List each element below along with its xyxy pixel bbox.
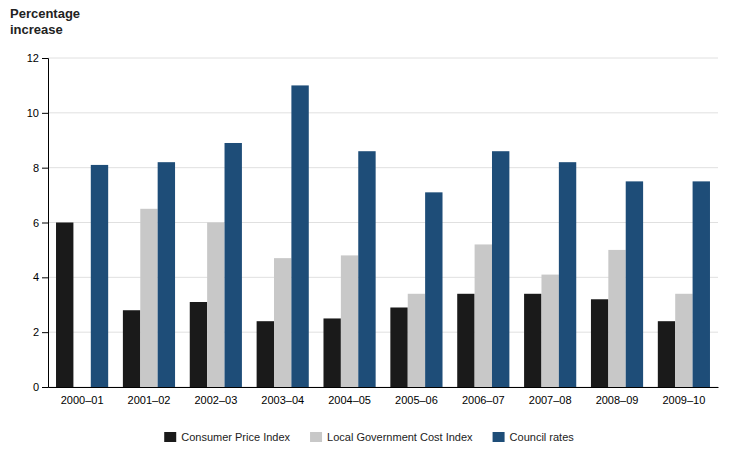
x-tick-label: 2003–04 (261, 394, 304, 406)
bars (56, 85, 710, 387)
legend-label: Consumer Price Index (181, 431, 290, 443)
y-tick-mark (42, 168, 48, 169)
grid-line (48, 58, 718, 59)
legend-item: Consumer Price Index (164, 431, 290, 443)
x-tick: 2007–08 (529, 394, 572, 406)
bar (323, 318, 340, 387)
bar (541, 275, 558, 387)
y-tick-mark (42, 277, 48, 278)
grid-line (48, 167, 718, 168)
x-tick: 2005–06 (395, 394, 438, 406)
bar (475, 244, 492, 387)
x-tick: 2001–02 (128, 394, 171, 406)
bar (492, 151, 509, 387)
bar (608, 250, 625, 387)
bar (658, 321, 675, 387)
y-tick: 8 (33, 162, 48, 174)
bar-series (140, 209, 692, 387)
y-tick-label: 12 (27, 52, 39, 64)
x-tick: 2002–03 (194, 394, 237, 406)
bar (358, 151, 375, 387)
y-tick-label: 4 (33, 271, 39, 283)
x-tick-label: 2007–08 (529, 394, 572, 406)
x-tick-label: 2001–02 (128, 394, 171, 406)
bar (408, 294, 425, 387)
legend: Consumer Price Index Local Government Cos… (164, 431, 574, 443)
bar (158, 162, 175, 387)
bar (73, 387, 90, 388)
bar (457, 294, 474, 387)
bar (56, 223, 73, 388)
bar (257, 321, 274, 387)
x-tick-label: 2005–06 (395, 394, 438, 406)
chart: 0246810122000–012001–022002–032003–04200… (0, 0, 738, 459)
y-tick-mark (42, 58, 48, 59)
x-axis: 2000–01 2001–02 2002–03 2003–04 2004–05 2005–… (49, 388, 719, 406)
grid-line (48, 112, 718, 113)
x-tick-label: 2004–05 (328, 394, 371, 406)
y-axis-title-line: increase (10, 22, 63, 37)
y-tick: 6 (33, 217, 48, 229)
axis-domain (49, 387, 719, 388)
bar (123, 310, 140, 387)
x-tick-label: 2006–07 (462, 394, 505, 406)
y-tick: 0 (33, 381, 48, 393)
x-tick: 2008–09 (596, 394, 639, 406)
bar (91, 165, 108, 387)
x-tick-label: 2002–03 (194, 394, 237, 406)
y-tick-mark (42, 387, 48, 388)
x-tick: 2003–04 (261, 394, 304, 406)
bar (390, 307, 407, 387)
bar (559, 162, 576, 387)
bar (291, 85, 308, 387)
grid (48, 58, 718, 387)
y-tick-label: 10 (27, 107, 39, 119)
bar (207, 223, 224, 388)
y-tick: 12 (27, 52, 48, 64)
y-axis: 0 2 4 6 8 10 12 (27, 52, 49, 393)
bar (274, 258, 291, 387)
y-tick-label: 2 (33, 326, 39, 338)
bar (693, 181, 710, 387)
legend-label: Local Government Cost Index (327, 431, 473, 443)
axis-domain (42, 59, 49, 388)
bar (675, 294, 692, 387)
legend-item: Local Government Cost Index (310, 431, 473, 443)
x-tick-label: 2000–01 (61, 394, 104, 406)
legend-swatch (493, 432, 505, 442)
legend-swatch (164, 432, 176, 442)
y-tick-mark (42, 223, 48, 224)
x-tick: 2006–07 (462, 394, 505, 406)
plot-area: 0246810122000–012001–022002–032003–04200… (27, 52, 719, 406)
bar (190, 302, 207, 387)
x-tick-label: 2008–09 (596, 394, 639, 406)
x-tick-label: 2009–10 (662, 394, 705, 406)
x-tick: 2009–10 (662, 394, 705, 406)
y-tick-label: 8 (33, 162, 39, 174)
y-tick: 2 (33, 326, 48, 338)
legend-swatch (310, 432, 322, 442)
legend-item: Council rates (493, 431, 575, 443)
x-tick: 2000–01 (61, 394, 104, 406)
y-tick-mark (42, 332, 48, 333)
bar (341, 255, 358, 387)
y-tick: 4 (33, 271, 48, 283)
bar (626, 181, 643, 387)
y-tick-mark (42, 113, 48, 114)
y-axis-title-line: Percentage (10, 6, 80, 21)
y-tick: 10 (27, 107, 48, 119)
y-axis-title: Percentageincrease (10, 6, 80, 37)
bar (140, 209, 157, 387)
y-tick-label: 0 (33, 381, 39, 393)
bar (225, 143, 242, 387)
bar-series (91, 85, 710, 387)
legend-label: Council rates (510, 431, 575, 443)
bar (524, 294, 541, 387)
x-tick: 2004–05 (328, 394, 371, 406)
bar (591, 299, 608, 387)
y-tick-label: 6 (33, 217, 39, 229)
bar (425, 192, 442, 387)
